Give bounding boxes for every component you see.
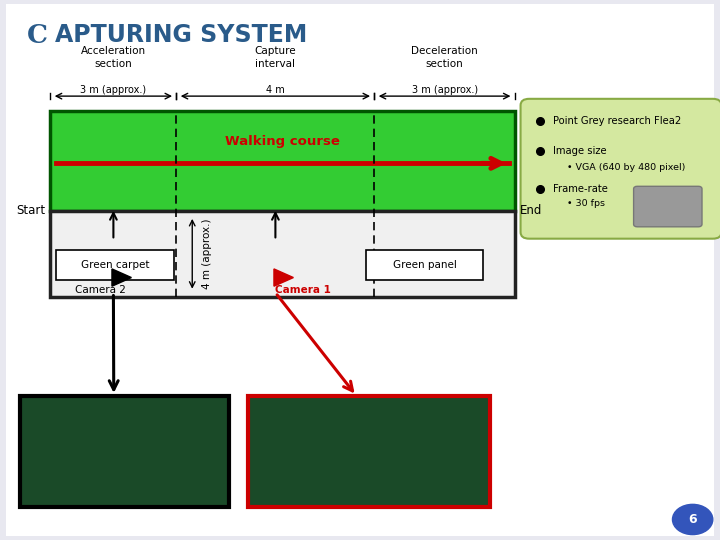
Text: 3 m (approx.): 3 m (approx.) xyxy=(81,85,146,95)
Text: • 30 fps: • 30 fps xyxy=(567,199,606,208)
FancyBboxPatch shape xyxy=(20,396,229,507)
FancyBboxPatch shape xyxy=(6,4,714,536)
Text: • VGA (640 by 480 pixel): • VGA (640 by 480 pixel) xyxy=(567,163,685,172)
Text: Green carpet: Green carpet xyxy=(81,260,149,270)
Text: APTURING SYSTEM: APTURING SYSTEM xyxy=(55,23,307,47)
Text: Capture
interval: Capture interval xyxy=(255,46,296,69)
Text: Acceleration
section: Acceleration section xyxy=(81,46,146,69)
Text: Frame-rate: Frame-rate xyxy=(553,184,608,194)
FancyBboxPatch shape xyxy=(366,250,483,280)
FancyBboxPatch shape xyxy=(50,211,515,297)
FancyBboxPatch shape xyxy=(521,99,720,239)
Text: 4 m: 4 m xyxy=(266,85,285,95)
Text: Point Grey research Flea2: Point Grey research Flea2 xyxy=(553,117,681,126)
Text: 6: 6 xyxy=(688,513,697,526)
Text: Start: Start xyxy=(17,204,45,217)
Polygon shape xyxy=(274,269,294,286)
Text: Image size: Image size xyxy=(553,146,606,156)
Text: 4 m (approx.): 4 m (approx.) xyxy=(202,219,212,289)
Text: Camera 2: Camera 2 xyxy=(75,285,126,295)
Text: 3 m (approx.): 3 m (approx.) xyxy=(412,85,477,95)
FancyBboxPatch shape xyxy=(634,186,702,227)
Text: Camera 1: Camera 1 xyxy=(275,285,330,295)
Text: Walking course: Walking course xyxy=(225,135,340,148)
Polygon shape xyxy=(112,269,132,286)
FancyBboxPatch shape xyxy=(56,250,174,280)
Text: Green panel: Green panel xyxy=(392,260,456,270)
Text: C: C xyxy=(27,23,48,48)
Text: Deceleration
section: Deceleration section xyxy=(411,46,478,69)
FancyBboxPatch shape xyxy=(50,111,515,211)
Text: End: End xyxy=(520,204,542,217)
Circle shape xyxy=(672,504,713,535)
FancyBboxPatch shape xyxy=(248,396,490,507)
